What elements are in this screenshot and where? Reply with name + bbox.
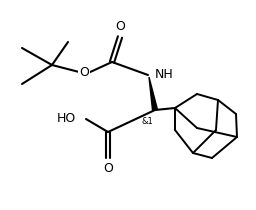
Polygon shape	[149, 77, 157, 110]
Text: O: O	[79, 67, 89, 80]
Text: NH: NH	[155, 68, 174, 81]
Text: &1: &1	[141, 117, 153, 126]
Text: HO: HO	[57, 113, 76, 126]
Text: O: O	[115, 21, 125, 34]
Text: O: O	[103, 161, 113, 175]
